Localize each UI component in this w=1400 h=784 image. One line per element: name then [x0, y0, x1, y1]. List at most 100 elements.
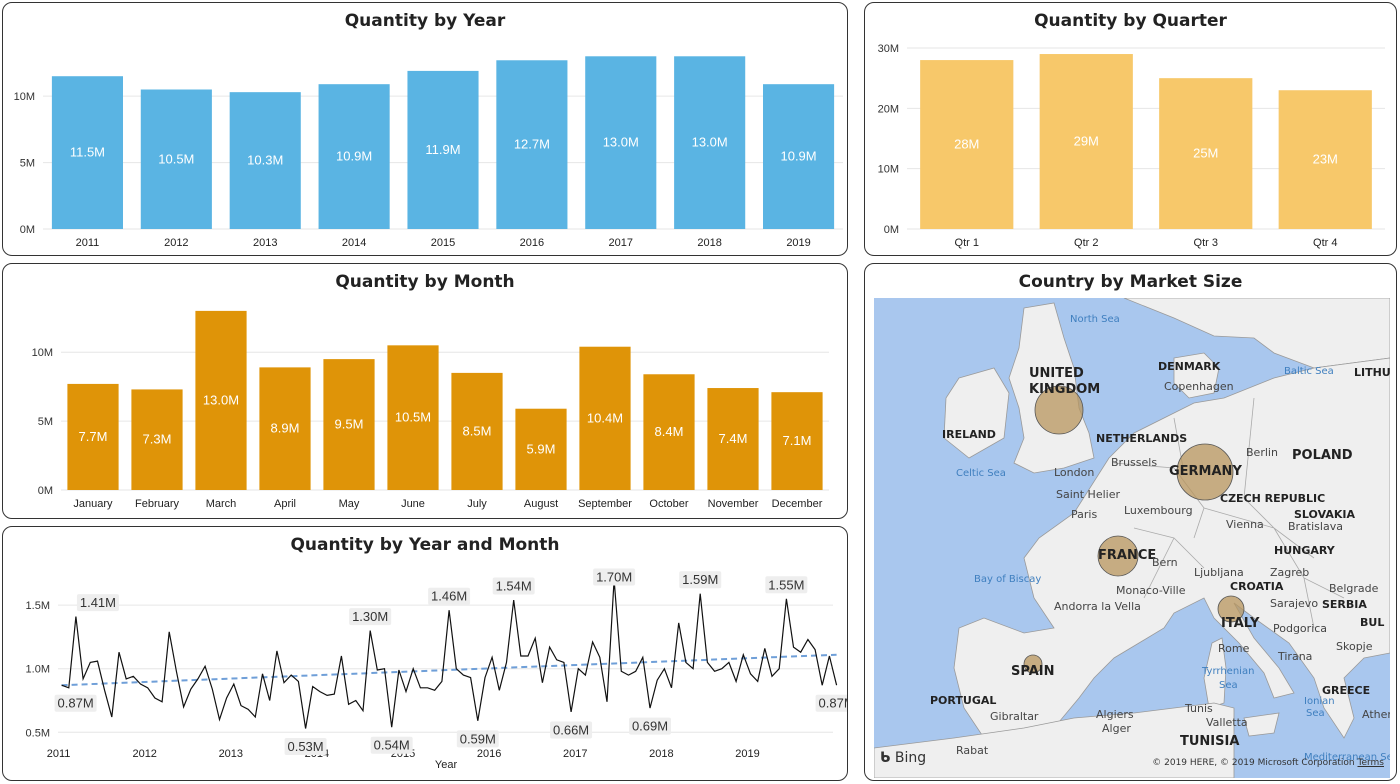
line-annotation-label: 0.69M	[632, 719, 668, 734]
map-label-city: Belgrade	[1329, 582, 1378, 595]
map-label-city: Tunis	[1185, 702, 1213, 715]
scandinavia-landmass	[1124, 298, 1390, 368]
year-data-label: 13.0M	[603, 135, 639, 150]
line-x-tick: 2019	[735, 748, 759, 760]
map-label-city: Brussels	[1111, 456, 1157, 469]
map-label-city: Bratislava	[1288, 520, 1343, 533]
line-x-tick: 2011	[47, 748, 71, 760]
map-label-city: Zagreb	[1270, 566, 1309, 579]
month-data-label: 13.0M	[203, 392, 239, 407]
line-annotation-label: 1.46M	[431, 589, 467, 604]
map-label-city: Andorra la Vella	[1054, 600, 1141, 613]
quarter-x-tick: Qtr 3	[1194, 237, 1218, 249]
month-x-tick: July	[467, 498, 487, 510]
month-bar-chart: 0M 5M 10M 7.7M January 7.3M February 13.0M March…	[3, 264, 848, 519]
year-data-label: 10.5M	[158, 151, 194, 166]
line-y-tick: 1.5M	[26, 600, 50, 612]
month-x-tick: August	[524, 498, 558, 510]
map-label-city: Paris	[1071, 508, 1097, 521]
month-data-label: 7.3M	[143, 432, 172, 447]
month-chart-panel: Quantity by Month 0M 5M 10M 7.7M January 7.3M…	[2, 263, 848, 519]
line-annotation-label: 1.54M	[496, 579, 532, 594]
map-label-country: PORTUGAL	[930, 694, 996, 707]
map-label-country-big: POLAND	[1292, 448, 1353, 463]
year-x-tick: 2013	[253, 237, 277, 249]
year-data-label: 11.9M	[425, 142, 460, 157]
month-data-label: 8.5M	[463, 423, 492, 438]
map-label-country-big: UNITED	[1029, 366, 1084, 381]
map-label-country: CROATIA	[1230, 580, 1283, 593]
line-annotation-label: 1.41M	[80, 595, 116, 610]
year-y-tick: 10M	[14, 91, 35, 103]
year-x-tick: 2015	[431, 237, 455, 249]
year-x-tick: 2019	[786, 237, 810, 249]
month-data-label: 7.7M	[79, 429, 108, 444]
map-label-city: Berlin	[1246, 446, 1278, 459]
map-copyright-text: © 2019 HERE, © 2019 Microsoft Corporatio…	[1152, 758, 1354, 768]
year-month-chart-panel: Quantity by Year and Month 0.5M 1.0M 1.5M 2…	[2, 526, 848, 781]
month-x-tick: December	[772, 498, 823, 510]
month-data-label: 5.9M	[527, 441, 556, 456]
map-copyright: © 2019 HERE, © 2019 Microsoft Corporatio…	[1152, 758, 1384, 768]
map-label-sea: Baltic Sea	[1284, 366, 1334, 377]
map-label-city: Bern	[1152, 556, 1178, 569]
month-x-tick: April	[274, 498, 296, 510]
map-label-city: London	[1054, 466, 1094, 479]
month-x-tick: November	[708, 498, 759, 510]
year-data-label: 10.3M	[247, 153, 283, 168]
month-x-tick: September	[578, 498, 632, 510]
map-label-city: Skopje	[1336, 640, 1373, 653]
year-x-tick: 2016	[520, 237, 544, 249]
map-label-country: BUL	[1360, 616, 1384, 629]
map-label-city: Rabat	[956, 744, 988, 757]
bing-logo: ᑲ Bing	[880, 750, 926, 766]
month-x-tick: January	[73, 498, 113, 510]
map-label-city: Gibraltar	[990, 710, 1038, 723]
map-label-country-big: SPAIN	[1011, 664, 1054, 679]
map-label-country-big: TUNISIA	[1180, 734, 1239, 749]
map-label-sea: Ionian	[1304, 696, 1335, 707]
map-label-country: SERBIA	[1322, 598, 1367, 611]
map-label-country-big: ITALY	[1221, 616, 1259, 631]
month-y-tick: 0M	[38, 485, 53, 497]
month-y-tick: 5M	[38, 416, 53, 428]
line-annotation-label: 0.87M	[58, 696, 94, 711]
map-label-city: Rome	[1218, 642, 1249, 655]
year-x-tick: 2017	[609, 237, 633, 249]
map-label-country: NETHERLANDS	[1096, 432, 1187, 445]
month-data-label: 10.5M	[395, 410, 431, 425]
line-y-tick: 0.5M	[26, 727, 50, 739]
year-data-label: 10.9M	[780, 149, 816, 164]
map-label-sea: Celtic Sea	[956, 468, 1006, 479]
month-x-tick: February	[135, 498, 180, 510]
line-x-tick: 2012	[132, 748, 156, 760]
line-x-axis-label: Year	[435, 759, 458, 771]
month-x-tick: May	[339, 498, 360, 510]
map-label-city: Vienna	[1226, 518, 1264, 531]
month-data-label: 8.4M	[655, 424, 684, 439]
quarter-y-tick: 0M	[884, 224, 899, 236]
map-label-country-big: KINGDOM	[1029, 382, 1100, 397]
quarter-data-label: 25M	[1193, 146, 1218, 161]
month-y-tick: 10M	[32, 347, 53, 359]
map-terms-link[interactable]: Terms	[1357, 758, 1384, 768]
year-data-label: 11.5M	[70, 145, 105, 160]
map-label-country-big: FRANCE	[1098, 548, 1156, 563]
line-annotation-label: 1.59M	[682, 572, 718, 587]
map-area[interactable]: North Sea DENMARK Baltic Sea LITHUANI UNITED…	[874, 298, 1390, 778]
map-label-city: Podgorica	[1273, 622, 1327, 635]
bing-icon: ᑲ	[880, 750, 890, 766]
month-x-tick: March	[206, 498, 237, 510]
ireland-landmass	[944, 368, 1009, 458]
quarter-data-label: 29M	[1074, 134, 1099, 149]
map-label-sea: Sea	[1306, 708, 1325, 719]
year-month-line-chart: 0.5M1.0M1.5M2011201220132014201520162017…	[3, 527, 848, 781]
line-annotation-label: 0.59M	[460, 731, 496, 746]
map-label-city: Algiers	[1096, 708, 1134, 721]
line-y-tick: 1.0M	[26, 664, 50, 676]
line-annotation-label: 0.54M	[374, 738, 410, 753]
line-x-tick: 2018	[649, 748, 673, 760]
year-x-tick: 2011	[76, 237, 100, 249]
quarter-x-tick: Qtr 2	[1074, 237, 1098, 249]
month-data-label: 8.9M	[271, 421, 300, 436]
